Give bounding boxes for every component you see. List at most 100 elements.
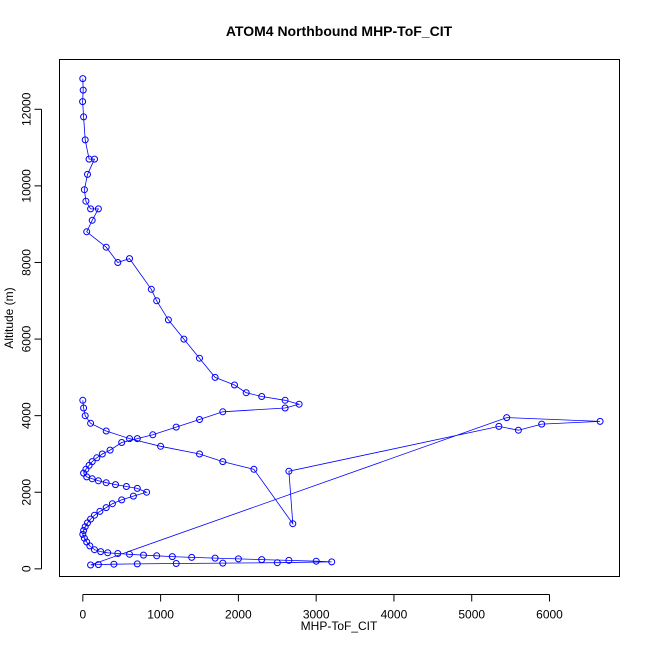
data-point [143, 488, 151, 496]
data-point [83, 228, 91, 236]
y-tick-label: 8000 [20, 249, 34, 276]
data-point [88, 475, 96, 483]
data-point [219, 458, 227, 466]
data-point [285, 556, 293, 564]
x-tick-label: 1000 [147, 608, 174, 622]
data-point [80, 534, 88, 542]
data-point [102, 479, 110, 487]
data-point [80, 527, 88, 534]
data-point [188, 553, 196, 561]
data-point [514, 426, 522, 434]
data-point [133, 560, 141, 568]
data-point [273, 559, 281, 567]
data-point [94, 205, 102, 213]
data-point [91, 511, 98, 519]
data-point [126, 435, 133, 443]
data-point [258, 556, 266, 564]
data-point [196, 416, 203, 423]
data-point [79, 86, 87, 94]
data-point [87, 561, 95, 569]
data-point [258, 393, 266, 400]
data-point [149, 431, 157, 439]
data-point [211, 554, 219, 562]
data-point [118, 439, 126, 446]
data-point [102, 504, 110, 512]
data-point [503, 414, 511, 422]
data-point [79, 98, 87, 106]
data-point [157, 442, 165, 450]
x-axis: 0 1000 2000 3000 4000 5000 6000 [79, 594, 563, 622]
y-tick-label: 6000 [20, 325, 34, 352]
data-point [81, 412, 89, 420]
y-tick-label: 12000 [20, 92, 34, 126]
data-point [114, 259, 122, 266]
data-point [242, 389, 250, 397]
x-tick-label: 3000 [303, 608, 330, 622]
data-point [196, 354, 203, 362]
data-point [219, 408, 227, 416]
data-point [234, 555, 242, 563]
data-point [88, 216, 96, 224]
data-point [153, 552, 161, 560]
data-point [106, 446, 114, 454]
data-point [94, 477, 102, 485]
y-tick-label: 2000 [20, 479, 34, 506]
y-axis-label: Altitude (m) [2, 287, 16, 348]
data-point [102, 243, 110, 251]
data-point [108, 500, 116, 508]
data-point [250, 465, 258, 473]
data-point [172, 560, 180, 567]
data-point [180, 335, 188, 343]
data-point [126, 255, 133, 263]
data-point [129, 492, 137, 500]
x-tick-label: 0 [79, 608, 86, 622]
data-point [81, 136, 89, 144]
data-point [289, 520, 297, 528]
data-point [82, 465, 90, 473]
x-tick-label: 4000 [381, 608, 408, 622]
data-point [84, 170, 91, 178]
data-point [102, 427, 110, 435]
data-point [91, 546, 98, 554]
data-point [281, 396, 289, 404]
data-point [112, 481, 119, 489]
data-point [110, 560, 118, 568]
data-point [295, 400, 303, 408]
data-point [79, 396, 87, 404]
data-point [84, 519, 91, 527]
data-point [104, 549, 112, 557]
data-point [219, 559, 227, 567]
data-point [147, 285, 155, 293]
data-point [118, 496, 126, 504]
data-point [140, 551, 147, 559]
data-point [91, 155, 98, 163]
data-point [538, 420, 546, 428]
data-point [172, 423, 180, 431]
data-point [79, 75, 87, 83]
x-axis-label: MHP-ToF_CIT [301, 619, 378, 633]
data-point [495, 422, 503, 430]
data-point [231, 381, 238, 389]
data-point [168, 553, 176, 561]
y-tick-label: 10000 [20, 169, 34, 203]
data-point [285, 467, 293, 475]
x-tick-label: 6000 [536, 608, 563, 622]
data-point [133, 484, 141, 492]
x-tick-label: 5000 [458, 608, 485, 622]
data-point [80, 113, 88, 121]
data-point [153, 297, 161, 305]
y-tick-label: 4000 [20, 402, 34, 429]
data-point [114, 550, 122, 557]
data-series [79, 75, 604, 569]
series-line [82, 78, 601, 566]
data-point [93, 454, 101, 462]
data-point [328, 558, 336, 566]
x-tick-label: 2000 [225, 608, 252, 622]
data-point [97, 548, 105, 556]
data-point [281, 404, 289, 412]
data-point [126, 550, 133, 558]
data-point [86, 542, 94, 550]
data-point [94, 561, 102, 569]
data-point [96, 507, 104, 515]
